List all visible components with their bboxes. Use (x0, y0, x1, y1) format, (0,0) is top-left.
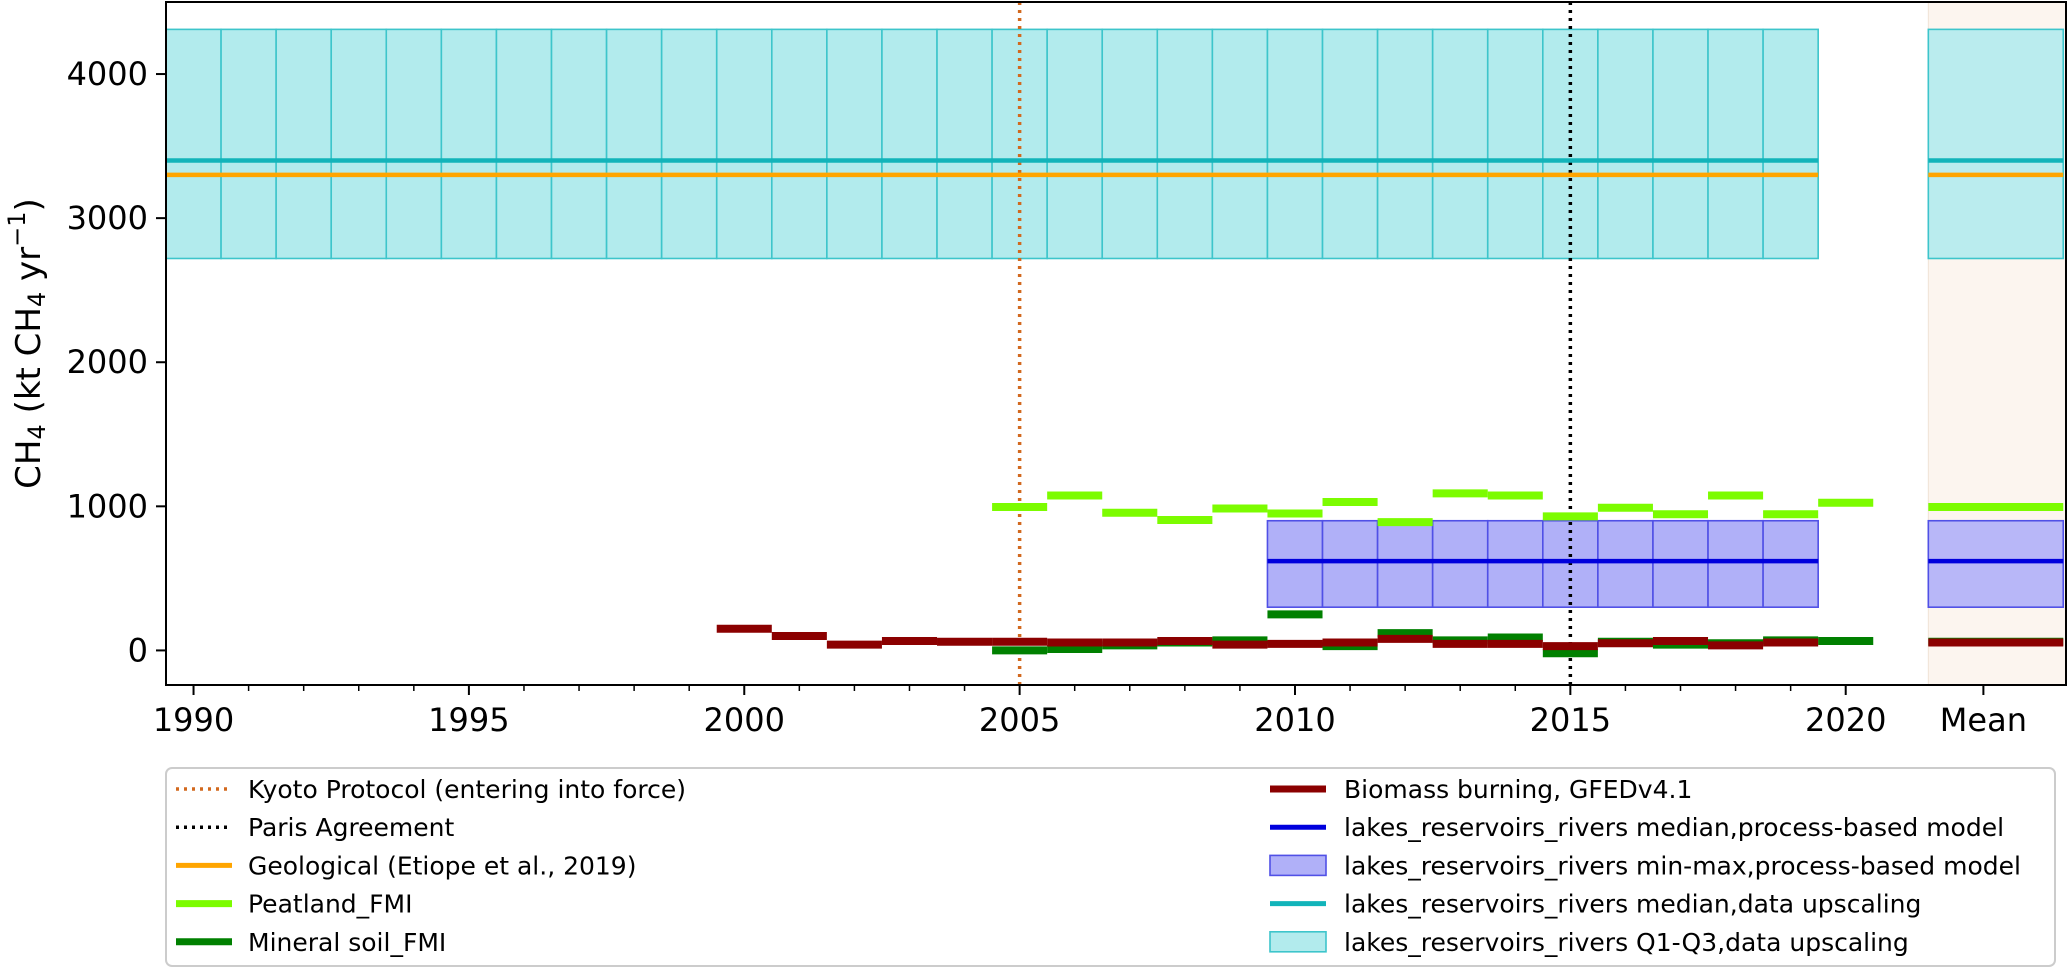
ylabel-unit: yr (9, 247, 49, 292)
x-tick-label: 1995 (428, 701, 509, 739)
legend-item-kyoto-protocol-entering-into-force: Kyoto Protocol (entering into force) (176, 775, 686, 804)
legend-item-lakes-reservoirs-rivers-median-data-upscaling: lakes_reservoirs_rivers median,data upsc… (1270, 890, 1921, 919)
legend-label: lakes_reservoirs_rivers Q1-Q3,data upsca… (1344, 928, 1909, 957)
legend-label: Biomass burning, GFEDv4.1 (1344, 775, 1692, 804)
legend-label: lakes_reservoirs_rivers median,process-b… (1344, 813, 2004, 842)
band-box-2018 (1707, 519, 1764, 608)
x-tick-label: 2020 (1805, 701, 1886, 739)
legend-item-peatland-fmi: Peatland_FMI (176, 890, 413, 919)
band-box-2011 (1321, 519, 1379, 608)
x-tick-label-mean: Mean (1940, 701, 2027, 739)
legend: Kyoto Protocol (entering into force) Pari… (165, 767, 2056, 967)
band-box-2010 (1266, 28, 1324, 260)
x-tick-label: 1990 (153, 701, 234, 739)
band-box-1990 (165, 28, 222, 260)
band-layer (165, 28, 2065, 608)
x-tick-label: 2005 (979, 701, 1060, 739)
band-box-2003 (881, 28, 938, 260)
band-box-1992 (275, 28, 333, 260)
legend-box (165, 767, 2056, 967)
band-box-2013 (1431, 519, 1489, 608)
legend-handle (1269, 854, 1327, 877)
band-box-2004 (936, 28, 993, 260)
band-box-1996 (495, 28, 553, 260)
ylabel-sup: −1 (3, 211, 31, 246)
legend-label: lakes_reservoirs_rivers median,data upsc… (1344, 890, 1921, 919)
legend-label: lakes_reservoirs_rivers min-max,process-… (1344, 851, 2021, 880)
ylabel-mid: (kt CH (9, 307, 49, 424)
ylabel-prefix: CH (9, 440, 49, 489)
band-box-1997 (550, 28, 608, 260)
band-box-2016 (1597, 28, 1654, 260)
y-axis-label: CH4 (kt CH4 yr−1) (3, 198, 51, 489)
ylabel-sub2: 4 (23, 292, 51, 307)
band-lakes-reservoirs-rivers-min-max-process-based-model (1266, 519, 2065, 608)
band-lakes-reservoirs-rivers-q1-q3-data-upscaling (165, 28, 2065, 260)
legend-label: Geological (Etiope et al., 2019) (248, 851, 636, 880)
axis-layer: 1990 1995 2000 2005 2010 2015 2020 Mean 0 1000 200… (67, 55, 2027, 739)
x-tick-label: 2015 (1530, 701, 1611, 739)
band-box-2012 (1376, 519, 1434, 608)
band-box-1995 (440, 28, 498, 260)
band-box-2017 (1652, 519, 1709, 608)
band-box-mean (1927, 519, 2065, 608)
band-box-mean (1927, 28, 2065, 260)
band-box-2002 (826, 28, 883, 260)
band-box-2019 (1762, 28, 1819, 260)
y-tick-label: 4000 (67, 55, 148, 93)
legend-item-lakes-reservoirs-rivers-min-max-process-based-model: lakes_reservoirs_rivers min-max,process-… (1269, 851, 2021, 880)
y-tick-label: 2000 (67, 343, 148, 381)
band-box-1998 (605, 28, 663, 260)
legend-handle (1269, 930, 1327, 953)
band-box-1994 (385, 28, 443, 260)
y-tick-label: 0 (128, 631, 148, 669)
band-box-2007 (1101, 28, 1159, 260)
ylabel-sub1: 4 (23, 424, 51, 439)
band-box-2016 (1597, 519, 1654, 608)
band-box-2011 (1321, 28, 1379, 260)
legend-label: Kyoto Protocol (entering into force) (248, 775, 686, 804)
y-tick-label: 1000 (67, 487, 148, 525)
band-box-2013 (1431, 28, 1489, 260)
ylabel-suffix: ) (9, 198, 49, 211)
band-box-1999 (660, 28, 718, 260)
band-box-2019 (1762, 519, 1819, 608)
legend-label: Paris Agreement (248, 813, 455, 842)
band-box-2008 (1156, 28, 1214, 260)
band-box-2014 (1486, 519, 1544, 608)
series-layer (166, 158, 2064, 658)
series-biomass-burning-gfedv4-1 (716, 624, 2064, 651)
band-box-2006 (1046, 28, 1104, 260)
band-box-1993 (330, 28, 388, 260)
band-box-2012 (1376, 28, 1434, 260)
series-peatland-fmi (992, 489, 2064, 527)
band-box-2001 (770, 28, 828, 260)
legend-item-geological-etiope-et-al-2019: Geological (Etiope et al., 2019) (176, 851, 636, 880)
band-box-2005 (991, 28, 1048, 260)
x-tick-label: 2000 (704, 701, 785, 739)
legend-item-paris-agreement: Paris Agreement (176, 813, 455, 842)
band-box-2018 (1707, 28, 1764, 260)
legend-item-biomass-burning-gfedv4-1: Biomass burning, GFEDv4.1 (1270, 775, 1692, 804)
vline-layer (1017, 2, 1573, 685)
legend-label: Mineral soil_FMI (248, 928, 446, 957)
legend-item-lakes-reservoirs-rivers-median-process-based-model: lakes_reservoirs_rivers median,process-b… (1270, 813, 2004, 842)
legend-item-mineral-soil-fmi: Mineral soil_FMI (176, 928, 446, 957)
band-box-2009 (1211, 28, 1269, 260)
band-box-1991 (220, 28, 277, 260)
legend-label: Peatland_FMI (248, 890, 413, 919)
band-box-2010 (1266, 519, 1324, 608)
plot-frame (165, 1, 2067, 686)
band-box-2000 (715, 28, 773, 260)
x-tick-label: 2010 (1254, 701, 1335, 739)
legend-item-lakes-reservoirs-rivers-q1-q3-data-upscaling: lakes_reservoirs_rivers Q1-Q3,data upsca… (1269, 928, 1909, 957)
band-box-2017 (1652, 28, 1709, 260)
band-box-2015 (1542, 28, 1599, 260)
band-box-2014 (1486, 28, 1544, 260)
y-tick-label: 3000 (67, 199, 148, 237)
